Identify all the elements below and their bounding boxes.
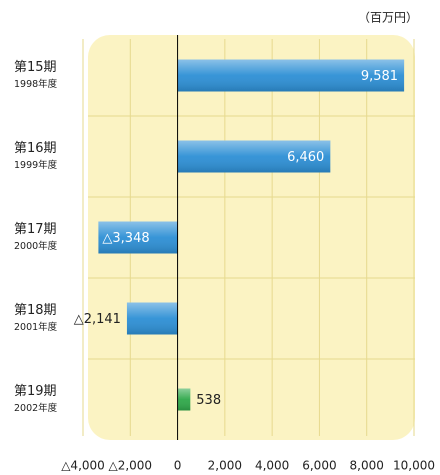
bar-sheen [177,388,191,411]
value-label: △3,348 [102,231,149,246]
category-year: 1998年度 [14,78,58,90]
bar-sheen [177,140,331,173]
x-tick-label: 2,000 [208,459,242,473]
category-year: 2002年度 [14,402,58,414]
x-tick-label: 8,000 [350,459,384,473]
bar-sheen [98,221,178,254]
value-label: △2,141 [74,312,121,327]
x-tick-label: 0 [174,459,182,473]
category-label: 第18期 [14,303,57,318]
category-year: 2000年度 [14,240,58,252]
category-year: 2001年度 [14,321,58,333]
x-tick-label: 10,000 [393,459,435,473]
bar-sheen [177,59,405,92]
value-label: 9,581 [361,69,398,84]
value-label: 538 [196,393,221,408]
unit-label: （百万円） [358,11,418,25]
category-label: 第19期 [14,384,57,399]
plot-background [88,35,415,440]
x-tick-label: 6,000 [302,459,336,473]
x-tick-label: △2,000 [108,459,152,473]
category-label: 第16期 [14,141,57,156]
category-label: 第17期 [14,222,57,237]
x-tick-label: 4,000 [255,459,289,473]
value-label: 6,460 [287,150,324,165]
category-year: 1999年度 [14,159,58,171]
category-label: 第15期 [14,60,57,75]
x-tick-label: △4,000 [61,459,105,473]
bar-sheen [126,302,178,335]
